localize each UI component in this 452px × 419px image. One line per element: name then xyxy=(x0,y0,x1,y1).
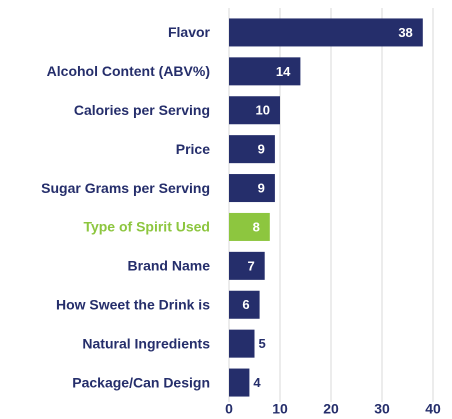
value-label: 9 xyxy=(258,142,265,157)
category-label: Brand Name xyxy=(128,258,211,274)
bar xyxy=(229,368,250,397)
value-label: 38 xyxy=(398,25,412,40)
value-label: 14 xyxy=(276,64,291,79)
category-label: Calories per Serving xyxy=(74,102,210,118)
bar xyxy=(229,174,275,203)
bar xyxy=(229,96,280,125)
category-label: Price xyxy=(176,141,210,157)
value-label: 8 xyxy=(253,219,260,234)
category-label: Flavor xyxy=(168,24,211,40)
bar xyxy=(229,18,423,47)
bar xyxy=(229,329,255,358)
value-label: 4 xyxy=(253,375,261,390)
bar xyxy=(229,251,265,280)
x-tick-label: 10 xyxy=(272,401,288,417)
x-tick-label: 40 xyxy=(425,401,441,417)
x-tick-label: 0 xyxy=(225,401,233,417)
value-label: 9 xyxy=(258,180,265,195)
bar xyxy=(229,135,275,164)
x-tick-label: 20 xyxy=(323,401,339,417)
bar xyxy=(229,290,260,319)
category-label: Alcohol Content (ABV%) xyxy=(47,63,210,79)
value-label: 6 xyxy=(242,297,249,312)
x-tick-label: 30 xyxy=(374,401,390,417)
category-label: Sugar Grams per Serving xyxy=(41,180,210,196)
bar xyxy=(229,57,301,86)
value-label: 7 xyxy=(247,258,254,273)
category-label: How Sweet the Drink is xyxy=(56,296,210,312)
bar xyxy=(229,212,270,241)
category-label: Natural Ingredients xyxy=(82,335,210,351)
category-label: Type of Spirit Used xyxy=(83,219,210,235)
value-label: 5 xyxy=(259,336,266,351)
category-label: Package/Can Design xyxy=(72,374,210,390)
value-label: 10 xyxy=(256,103,270,118)
